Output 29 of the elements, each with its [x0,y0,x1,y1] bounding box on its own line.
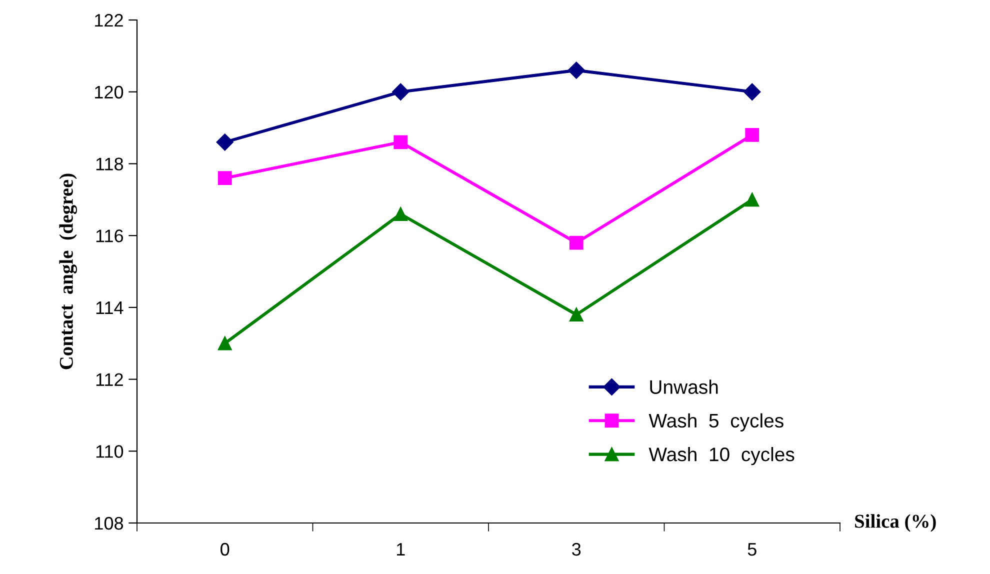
y-tick-label: 110 [96,445,124,458]
y-tick-label: 122 [95,14,123,27]
x-tick-label: 0 [220,542,230,556]
y-tick-label: 112 [96,373,123,386]
legend-label: Wash 10 cycles [648,447,794,466]
y-tick-label: 116 [96,230,124,242]
y-tick-label: 120 [95,86,124,99]
y-tick-label: 114 [96,302,124,314]
point [568,62,585,79]
point [745,128,760,142]
x-tick-label: 3 [572,542,581,556]
legend-label: Wash 5 cycles [648,413,784,432]
point [218,171,232,186]
x-tick-label: 5 [748,543,756,556]
point [394,207,408,221]
point [745,192,760,207]
point [744,83,761,100]
point [569,236,584,250]
y-tick-label: 118 [96,158,124,170]
y-axis-title: Contact angle (degree) [59,174,78,370]
legend-label: Unwash [650,380,718,394]
point [218,336,232,350]
point [569,308,584,322]
point [216,134,234,151]
x-tick-label: 1 [396,543,405,556]
x-axis-title: Silica (%) [855,514,936,532]
point [392,83,410,100]
y-tick-label: 108 [95,516,124,530]
point [394,135,408,150]
